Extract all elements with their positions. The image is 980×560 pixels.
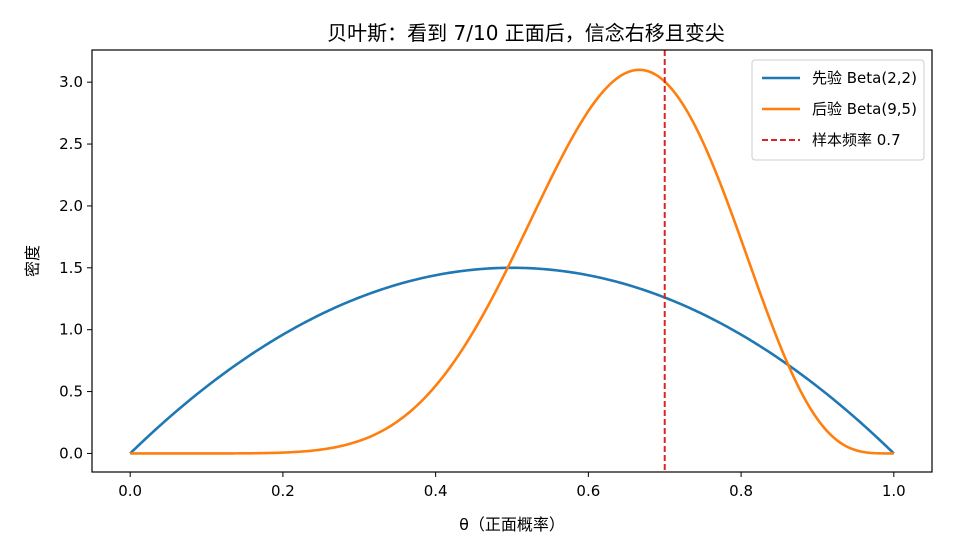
- x-tick-label: 0.2: [271, 482, 295, 500]
- x-axis: 0.0 0.2 0.4 0.6 0.8 1.0: [118, 472, 906, 500]
- legend-box: [751, 59, 925, 161]
- y-tick-label: 2.0: [59, 197, 83, 215]
- y-tick-label: 3.0: [59, 73, 83, 91]
- y-tick-label: 0.5: [59, 383, 83, 401]
- x-tick-label: 0.4: [424, 482, 448, 500]
- legend-label: 样本频率 0.7: [812, 131, 901, 149]
- x-tick-label: 0.0: [118, 482, 142, 500]
- y-tick-label: 0.0: [59, 444, 83, 462]
- legend-label: 先验 Beta(2,2): [812, 69, 917, 87]
- plot-frame: [91, 49, 933, 473]
- legend-label: 后验 Beta(9,5): [812, 100, 917, 118]
- y-axis-label: 密度: [23, 245, 42, 277]
- plot-area: [129, 50, 895, 472]
- series-line-2: [130, 68, 894, 455]
- y-axis: 0.0 0.5 1.0 1.5 2.0 2.5 3.0: [59, 73, 92, 462]
- y-tick-label: 1.0: [59, 321, 83, 339]
- series-line-1: [129, 266, 895, 455]
- x-axis-label: θ（正面概率）: [459, 515, 565, 534]
- chart-title: 贝叶斯：看到 7/10 正面后，信念右移且变尖: [327, 21, 725, 45]
- legend: 先验 Beta(2,2) 后验 Beta(9,5) 样本频率 0.7: [751, 59, 925, 161]
- x-tick-label: 1.0: [882, 482, 906, 500]
- x-tick-label: 0.6: [576, 482, 600, 500]
- x-tick-label: 0.8: [729, 482, 753, 500]
- y-tick-label: 1.5: [59, 259, 83, 277]
- y-tick-label: 2.5: [59, 135, 83, 153]
